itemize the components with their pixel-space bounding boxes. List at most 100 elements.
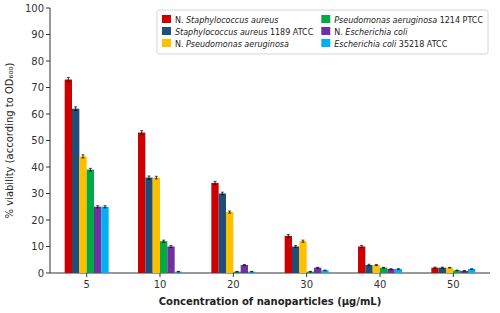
bar: [461, 271, 468, 273]
error-cap: [375, 265, 378, 266]
error-line: [171, 245, 172, 247]
error-cap: [294, 247, 297, 248]
legend-swatch: [321, 27, 330, 35]
bar: [175, 272, 182, 273]
error-line: [435, 267, 436, 268]
error-line: [369, 264, 370, 266]
bar: [226, 212, 233, 273]
y-tick: [46, 246, 50, 247]
error-bar: [82, 155, 85, 158]
x-tick: [453, 273, 454, 277]
legend-label: Escherichia coli 35218 ATCC: [334, 40, 447, 49]
y-axis-label: % viability (according to OD₆₀₀): [4, 62, 15, 218]
plot-area: [65, 77, 476, 273]
legend-item: N. Escherichia coli: [321, 27, 408, 37]
x-tick-label: 10: [154, 279, 167, 290]
error-bar: [434, 267, 437, 268]
bar: [167, 247, 174, 274]
error-cap: [250, 271, 253, 272]
error-cap: [236, 271, 239, 272]
error-line: [295, 245, 296, 247]
error-cap: [89, 170, 92, 171]
bar: [439, 268, 446, 273]
error-cap: [214, 184, 217, 185]
y-tick-label: 60: [31, 109, 44, 120]
y-tick: [46, 61, 50, 62]
error-bar: [96, 206, 99, 208]
error-line: [376, 265, 377, 266]
x-tick: [380, 273, 381, 277]
error-cap: [170, 245, 173, 246]
error-bar: [228, 211, 231, 213]
error-line: [317, 267, 318, 269]
error-bar: [302, 240, 305, 242]
y-tick: [46, 193, 50, 194]
bar: [241, 265, 248, 273]
y-tick: [46, 220, 50, 221]
error-line: [178, 271, 179, 273]
error-bar: [397, 268, 400, 270]
y-tick: [46, 114, 50, 115]
series: [65, 77, 439, 273]
bar: [387, 269, 394, 273]
error-bar: [368, 264, 371, 266]
error-cap: [96, 207, 99, 208]
error-bar: [375, 265, 378, 266]
error-cap: [82, 157, 85, 158]
legend-label: N. Escherichia coli: [334, 28, 408, 37]
error-line: [141, 131, 142, 135]
bar: [299, 241, 306, 273]
error-cap: [397, 268, 400, 269]
error-line: [244, 265, 245, 266]
error-bar: [155, 176, 158, 179]
bar: [380, 268, 387, 273]
error-line: [471, 268, 472, 270]
error-cap: [309, 271, 312, 272]
error-line: [325, 270, 326, 272]
error-cap: [287, 234, 290, 235]
series: [94, 206, 468, 273]
error-cap: [448, 267, 451, 268]
legend-item: Escherichia coli 35218 ATCC: [321, 39, 447, 49]
error-cap: [456, 270, 459, 271]
bar: [87, 170, 94, 273]
error-cap: [96, 205, 99, 206]
error-line: [237, 271, 238, 273]
error-bar: [74, 107, 77, 111]
error-cap: [89, 168, 92, 169]
error-cap: [162, 242, 165, 243]
error-cap: [228, 210, 231, 211]
error-bar: [309, 271, 312, 273]
error-cap: [448, 267, 451, 268]
error-line: [449, 267, 450, 269]
error-bar: [236, 271, 239, 273]
error-line: [398, 268, 399, 270]
error-cap: [236, 271, 239, 272]
error-bar: [250, 271, 253, 273]
error-cap: [148, 179, 151, 180]
error-line: [288, 235, 289, 238]
error-cap: [316, 267, 319, 268]
y-tick-label: 20: [31, 215, 44, 226]
bar: [446, 268, 453, 273]
error-cap: [214, 181, 217, 182]
error-bar: [463, 270, 466, 271]
error-line: [97, 206, 98, 208]
error-line: [149, 176, 150, 179]
error-cap: [155, 176, 158, 177]
legend-label: Staphylococcus aureus 1189 ATCC: [175, 28, 314, 37]
error-line: [90, 168, 91, 171]
error-cap: [390, 269, 393, 270]
error-line: [163, 240, 164, 242]
error-cap: [316, 268, 319, 269]
legend-label: Pseudomonas aeruginosa 1214 PTCC: [334, 16, 483, 25]
error-cap: [155, 178, 158, 179]
bar: [219, 194, 226, 274]
error-line: [251, 271, 252, 273]
error-cap: [382, 267, 385, 268]
bar: [72, 109, 79, 273]
error-cap: [302, 242, 305, 243]
error-cap: [177, 271, 180, 272]
bar: [285, 236, 292, 273]
bar: [233, 272, 240, 273]
